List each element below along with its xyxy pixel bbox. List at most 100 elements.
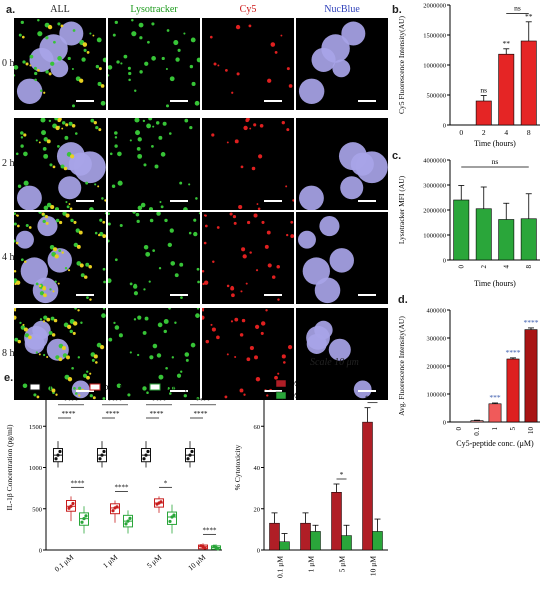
red-spot <box>266 394 269 397</box>
nucleus <box>314 277 341 304</box>
red-spot <box>230 320 234 323</box>
green-spot <box>136 146 141 151</box>
green-spot <box>189 125 193 130</box>
red-spot <box>224 395 228 399</box>
nucleus <box>59 21 84 46</box>
green-spot <box>158 374 164 380</box>
red-spot <box>43 91 46 94</box>
red-spot <box>44 215 49 219</box>
chart-b-ytick-label: 0 <box>443 123 446 130</box>
chart-e-point <box>67 506 71 510</box>
red-spot <box>212 260 215 264</box>
chart-b-ytick-label: 1500000 <box>423 33 446 40</box>
micrograph-cy5-0h <box>202 18 294 110</box>
green-spot <box>50 61 55 66</box>
micrograph-all-4h <box>14 212 106 304</box>
green-spot <box>144 61 149 66</box>
green-spot <box>162 121 167 126</box>
scale-bar <box>358 100 376 102</box>
chart-f-bar <box>362 421 373 551</box>
chart-d-xtick-label: 0 <box>455 427 463 431</box>
red-spot <box>259 123 264 128</box>
green-spot <box>89 207 94 210</box>
red-spot <box>65 355 70 360</box>
green-spot <box>165 366 168 370</box>
green-spot <box>66 205 70 209</box>
green-spot <box>152 249 156 252</box>
green-spot <box>156 353 162 358</box>
chart-e-significance: **** <box>71 479 86 487</box>
chart-e-significance: * <box>164 479 168 487</box>
red-spot <box>270 42 276 47</box>
red-spot <box>265 309 268 312</box>
green-spot <box>146 123 152 129</box>
green-spot <box>14 74 16 77</box>
nucleus <box>332 59 351 78</box>
red-spot <box>43 293 47 298</box>
green-spot <box>57 22 61 26</box>
green-spot <box>164 218 168 223</box>
chart-e-point <box>71 501 75 506</box>
chart-e-point <box>170 515 174 519</box>
red-spot <box>55 125 60 131</box>
green-spot <box>169 228 174 233</box>
red-spot <box>83 275 88 279</box>
green-spot <box>149 355 154 360</box>
micrograph-all-0h <box>14 18 106 110</box>
red-spot <box>225 68 228 72</box>
green-spot <box>163 329 167 334</box>
nucleus <box>298 78 325 104</box>
red-spot <box>281 354 286 359</box>
red-spot <box>240 290 243 293</box>
chart-e-point <box>80 520 84 524</box>
green-spot <box>142 386 147 391</box>
red-spot <box>232 215 237 219</box>
green-spot <box>180 370 183 373</box>
red-spot <box>253 213 258 218</box>
red-spot <box>234 355 237 358</box>
red-spot <box>239 333 244 337</box>
red-spot <box>241 247 246 252</box>
scale-bar <box>264 200 282 202</box>
red-spot <box>247 220 251 225</box>
green-spot <box>154 164 159 169</box>
green-spot <box>22 60 26 64</box>
green-spot <box>101 313 106 318</box>
chart-e-point <box>111 509 115 513</box>
nucleus <box>321 34 350 63</box>
green-spot <box>49 288 52 291</box>
green-spot <box>14 212 17 215</box>
chart-f-ytick-label: 20 <box>254 506 261 513</box>
chart-f-bar <box>372 531 383 551</box>
row-label-0h: 0 h <box>2 58 15 69</box>
red-spot <box>14 315 17 320</box>
micrograph-nucblue-0h <box>296 18 388 110</box>
green-spot <box>132 212 136 214</box>
green-spot <box>142 119 146 123</box>
red-spot <box>243 393 246 396</box>
red-spot <box>50 204 55 210</box>
red-spot <box>77 309 80 312</box>
green-spot <box>117 180 123 186</box>
chart-e-point <box>159 500 163 504</box>
green-spot <box>90 118 95 123</box>
chart-e-legend-label: NT <box>43 383 53 392</box>
chart-e-point <box>203 546 207 550</box>
green-spot <box>114 325 120 330</box>
green-spot <box>99 218 103 222</box>
green-spot <box>23 151 28 157</box>
chart-b-bar <box>498 53 515 126</box>
chart-e-y-axis-label: IL-1β Concentration (pg/ml) <box>5 424 14 510</box>
green-spot <box>65 201 68 204</box>
green-spot <box>174 321 177 324</box>
red-spot <box>61 127 64 130</box>
green-spot <box>129 351 132 354</box>
red-spot <box>235 24 241 30</box>
chart-e-point <box>144 453 148 457</box>
red-spot <box>217 64 220 67</box>
panel-label-b: b. <box>392 4 402 16</box>
green-spot <box>101 197 104 200</box>
red-spot <box>292 199 294 202</box>
green-spot <box>188 183 191 186</box>
red-spot <box>204 280 209 285</box>
